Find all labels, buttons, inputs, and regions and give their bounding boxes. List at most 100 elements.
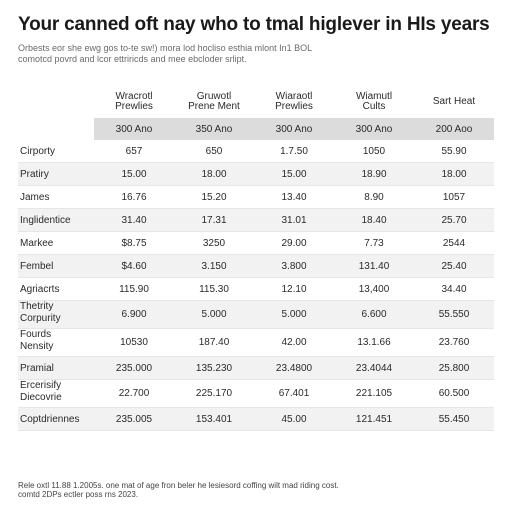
page-title: Your canned oft nay who to tmal higlever… [18, 14, 490, 35]
table-row: Ercerisify Diecovrie 22.700 225.170 67.4… [18, 379, 494, 408]
table-row: Cirporty 657 650 1.7.50 1050 55.90 [18, 140, 494, 163]
table-row: Fembel $4.60 3.150 3.800 131.40 25.40 [18, 254, 494, 278]
table-row: Pramial 235.000 135.230 23.4800 23.4044 … [18, 356, 494, 380]
table-cell: 131.40 [334, 254, 414, 278]
table-cell: 13.40 [254, 185, 334, 209]
table-cell: 17.31 [174, 208, 254, 232]
row-label: Coptdriennes [18, 407, 94, 431]
table-cell: 10530 [94, 328, 174, 357]
subtitle-line: Orbests eor she ewg gos to-te sw!) mora … [18, 43, 313, 53]
table-row: Fourds Nensity 10530 187.40 42.00 13.1.6… [18, 328, 494, 357]
table-cell: 1057 [414, 185, 494, 209]
table-cell: 2544 [414, 231, 494, 255]
table-cell: 6.600 [334, 300, 414, 329]
row-group-label: Ercerisify [20, 380, 62, 391]
table-cell: 115.90 [94, 277, 174, 301]
rate-row: 300 Ano 350 Ano 300 Ano 300 Ano 200 Aoo [18, 118, 494, 140]
table-row: Agriacrts 115.90 115.30 12.10 13,400 34.… [18, 277, 494, 301]
row-label: James [18, 185, 94, 209]
table-row: Inglidentice 31.40 17.31 31.01 18.40 25.… [18, 208, 494, 232]
table-cell: 221.105 [334, 379, 414, 408]
row-group-label: Fourds [20, 329, 52, 340]
row-label: Inglidentice [18, 208, 94, 232]
row-label: Fembel [18, 254, 94, 278]
table-cell: 650 [174, 140, 254, 163]
row-label: Ercerisify Diecovrie [18, 379, 94, 408]
table-cell: 16.76 [94, 185, 174, 209]
table-cell: 67.401 [254, 379, 334, 408]
table-cell: 1050 [334, 140, 414, 163]
column-header-line: Prewlies [115, 101, 153, 112]
table-cell: 657 [94, 140, 174, 163]
table-cell: 235.000 [94, 356, 174, 380]
table-row: Thetrity Corpurity 6.900 5.000 5.000 6.6… [18, 300, 494, 329]
table-cell: 29.00 [254, 231, 334, 255]
table-cell: 13,400 [334, 277, 414, 301]
table-cell: 3.150 [174, 254, 254, 278]
table-cell: 22.700 [94, 379, 174, 408]
column-header: Wiaraotl Prewlies [254, 86, 334, 118]
column-header: Sart Heat [414, 86, 494, 118]
rate-cell: 350 Ano [174, 118, 254, 140]
row-label: Markee [18, 231, 94, 255]
row-label: Fourds Nensity [18, 328, 94, 357]
table-cell: 5.000 [174, 300, 254, 329]
column-header: Gruwotl Prene Ment [174, 86, 254, 118]
rate-row-corner [18, 118, 94, 140]
column-header-line: Cults [362, 101, 386, 112]
column-header-line: Prewlies [275, 101, 313, 112]
header-corner [18, 86, 94, 118]
row-label: Pramial [18, 356, 94, 380]
subtitle-line: comotcd povrd and lcor ettriricds and me… [18, 54, 247, 64]
table-cell: 25.70 [414, 208, 494, 232]
table-cell: 1.7.50 [254, 140, 334, 163]
column-header-line: Wiaraotl [275, 91, 313, 102]
row-label: Agriacrts [18, 277, 94, 301]
table-cell: 13.1.66 [334, 328, 414, 357]
column-header: Wracrotl Prewlies [94, 86, 174, 118]
rate-cell: 200 Aoo [414, 118, 494, 140]
table-cell: 7.73 [334, 231, 414, 255]
footnote: Rele oxtl 11.88 1.2005s. one mat of age … [18, 481, 498, 499]
rate-table: Wracrotl Prewlies Gruwotl Prene Ment Wia… [18, 86, 494, 431]
table-cell: 187.40 [174, 328, 254, 357]
table-cell: 5.000 [254, 300, 334, 329]
row-label-text: Corpurity [20, 313, 61, 324]
table-cell: 23.760 [414, 328, 494, 357]
page-subtitle: Orbests eor she ewg gos to-te sw!) mora … [18, 43, 498, 65]
table-cell: 42.00 [254, 328, 334, 357]
table-cell: $8.75 [94, 231, 174, 255]
table-cell: 60.500 [414, 379, 494, 408]
table-cell: 15.00 [94, 162, 174, 186]
table-cell: 18.40 [334, 208, 414, 232]
table-header-row: Wracrotl Prewlies Gruwotl Prene Ment Wia… [18, 86, 494, 118]
table-cell: 15.20 [174, 185, 254, 209]
rate-cell: 300 Ano [94, 118, 174, 140]
footnote-line: comtd 2DPs ectler poss rns 2023. [18, 490, 139, 499]
table-cell: 55.550 [414, 300, 494, 329]
row-label: Cirporty [18, 140, 94, 163]
column-header-line: Wracrotl [115, 91, 153, 102]
row-label-text: Diecovrie [20, 392, 62, 403]
table-row: James 16.76 15.20 13.40 8.90 1057 [18, 185, 494, 209]
table-cell: 225.170 [174, 379, 254, 408]
row-label: Thetrity Corpurity [18, 300, 94, 329]
table-cell: 31.40 [94, 208, 174, 232]
table-cell: 235.005 [94, 407, 174, 431]
table-row: Pratiry 15.00 18.00 15.00 18.90 18.00 [18, 162, 494, 186]
rate-cell: 300 Ano [334, 118, 414, 140]
table-cell: 121.451 [334, 407, 414, 431]
rate-cell: 300 Ano [254, 118, 334, 140]
table-cell: 18.90 [334, 162, 414, 186]
column-header-line: Gruwotl [196, 91, 232, 102]
column-header-line: Sart Heat [432, 96, 476, 107]
table-cell: 45.00 [254, 407, 334, 431]
table-cell: 135.230 [174, 356, 254, 380]
table-cell: 15.00 [254, 162, 334, 186]
table-cell: $4.60 [94, 254, 174, 278]
table-cell: 115.30 [174, 277, 254, 301]
table-row: Markee $8.75 3250 29.00 7.73 2544 [18, 231, 494, 255]
table-cell: 3250 [174, 231, 254, 255]
column-header: Wiamutl Cults [334, 86, 414, 118]
table-cell: 31.01 [254, 208, 334, 232]
